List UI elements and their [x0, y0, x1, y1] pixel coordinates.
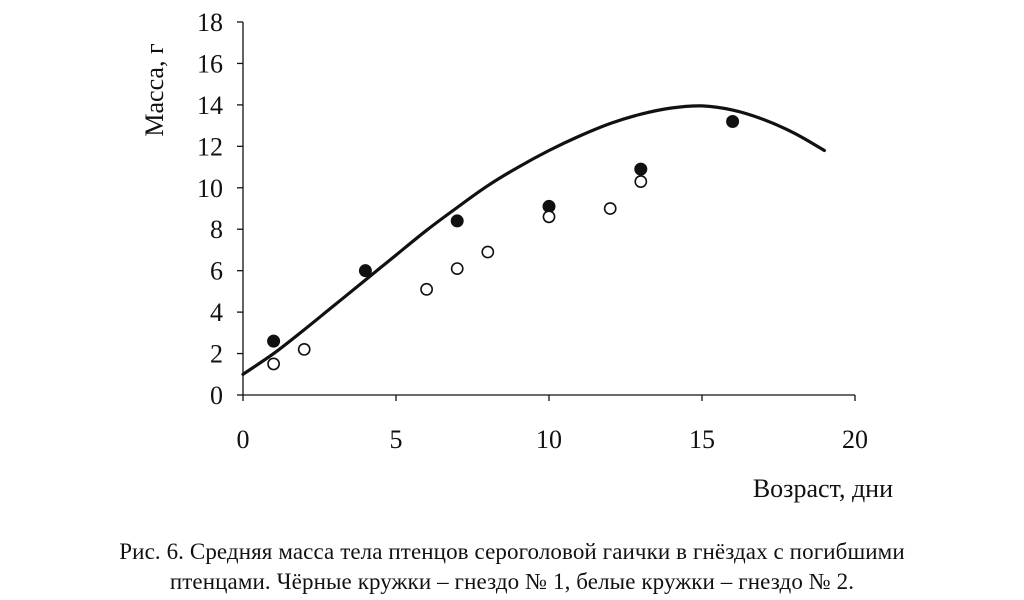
- y-axis-ticks: 0 2 4 6 8 10 12 14 16 18: [197, 8, 243, 410]
- y-tick-label: 0: [210, 381, 223, 410]
- y-tick-label: 4: [210, 298, 223, 327]
- x-tick-label: 10: [536, 425, 562, 454]
- nest-2-point: [267, 357, 280, 371]
- x-axis-label: Возраст, дни: [753, 474, 893, 503]
- y-tick-label: 10: [197, 174, 223, 203]
- y-tick-label: 16: [197, 49, 223, 78]
- y-tick-label: 14: [197, 91, 223, 120]
- nest-2-point: [542, 210, 556, 224]
- nest-2-point: [481, 245, 495, 259]
- x-tick-label: 20: [842, 425, 868, 454]
- nest-2-point: [634, 175, 648, 188]
- y-axis-label: Масса, г: [140, 43, 169, 136]
- figure-caption-line-2: птенцами. Чёрные кружки – гнездо № 1, бе…: [169, 569, 855, 594]
- x-axis-ticks: 0 5 10 15 20: [237, 395, 868, 454]
- fitted-curve-layer: [241, 104, 826, 376]
- nest-1-point: [358, 264, 372, 278]
- nest-2-point: [420, 282, 433, 296]
- figure-caption-line-1: Рис. 6. Средняя масса тела птенцов серог…: [119, 539, 905, 564]
- y-tick-label: 6: [210, 257, 223, 286]
- mass-growth-chart: 0 5 10 15 20 0 2 4 6 8 10 12 14 16 18 Масса, г Возрас…: [140, 8, 893, 503]
- nest-2-point: [450, 262, 464, 275]
- y-tick-label: 18: [197, 8, 223, 37]
- nest-2-point: [603, 202, 617, 215]
- nest-1-point: [450, 214, 464, 228]
- nest-1-point: [634, 162, 648, 176]
- y-tick-label: 12: [197, 132, 223, 161]
- x-tick-label: 0: [237, 425, 250, 454]
- data-points: [267, 114, 740, 371]
- nest-1-point: [267, 334, 281, 348]
- fitted-curve: [241, 104, 826, 376]
- nest-2-point: [297, 343, 311, 356]
- x-tick-label: 5: [390, 425, 403, 454]
- x-tick-label: 15: [689, 425, 715, 454]
- nest-1-point: [726, 114, 740, 128]
- y-tick-label: 2: [210, 340, 223, 369]
- y-tick-label: 8: [210, 215, 223, 244]
